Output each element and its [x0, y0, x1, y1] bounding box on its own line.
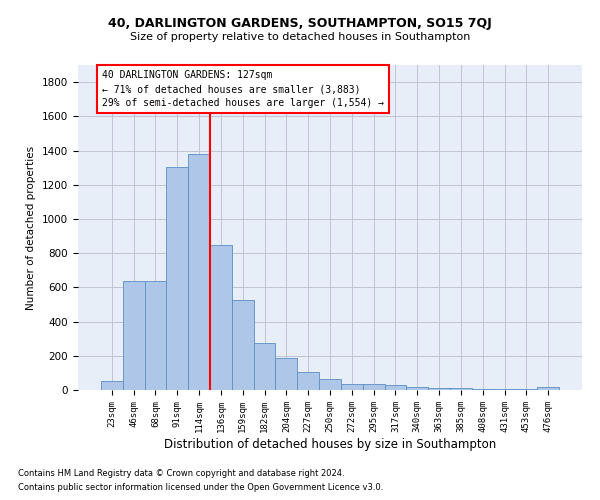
- Bar: [297, 372, 319, 390]
- Bar: [385, 385, 406, 390]
- Bar: [472, 389, 494, 390]
- Text: Contains HM Land Registry data © Crown copyright and database right 2024.: Contains HM Land Registry data © Crown c…: [18, 468, 344, 477]
- Bar: [319, 379, 341, 390]
- Bar: [406, 386, 428, 390]
- Bar: [210, 245, 232, 390]
- Text: 40, DARLINGTON GARDENS, SOUTHAMPTON, SO15 7QJ: 40, DARLINGTON GARDENS, SOUTHAMPTON, SO1…: [108, 18, 492, 30]
- Bar: [166, 167, 188, 390]
- Bar: [450, 388, 472, 390]
- Bar: [363, 384, 385, 390]
- Text: 40 DARLINGTON GARDENS: 127sqm
← 71% of detached houses are smaller (3,883)
29% o: 40 DARLINGTON GARDENS: 127sqm ← 71% of d…: [102, 70, 384, 108]
- Bar: [101, 382, 123, 390]
- Bar: [537, 388, 559, 390]
- Text: Size of property relative to detached houses in Southampton: Size of property relative to detached ho…: [130, 32, 470, 42]
- Y-axis label: Number of detached properties: Number of detached properties: [26, 146, 37, 310]
- Bar: [341, 384, 363, 390]
- Text: Contains public sector information licensed under the Open Government Licence v3: Contains public sector information licen…: [18, 484, 383, 492]
- Bar: [232, 300, 254, 390]
- Bar: [428, 388, 450, 390]
- Bar: [275, 358, 297, 390]
- Bar: [494, 389, 515, 390]
- Bar: [188, 154, 210, 390]
- Bar: [145, 281, 166, 390]
- X-axis label: Distribution of detached houses by size in Southampton: Distribution of detached houses by size …: [164, 438, 496, 450]
- Bar: [123, 281, 145, 390]
- Bar: [254, 343, 275, 390]
